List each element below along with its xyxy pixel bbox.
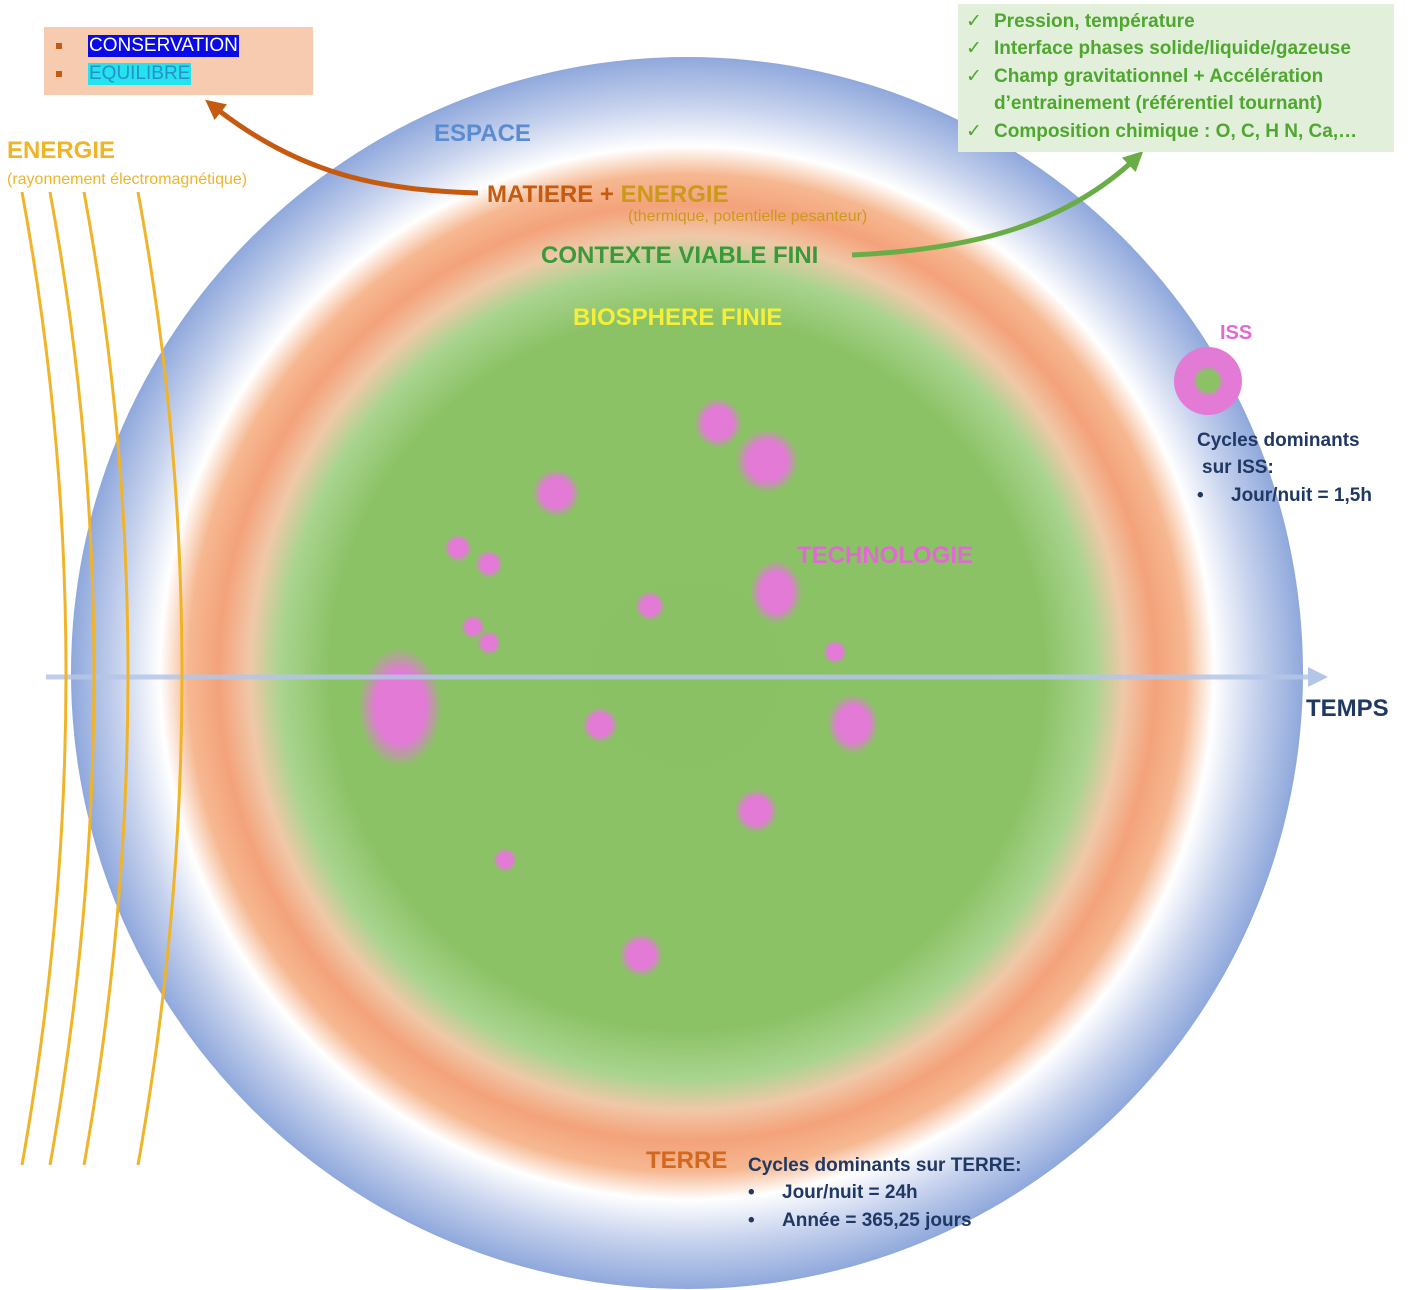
iss-label: ISS xyxy=(1220,322,1253,344)
earth-cycles-title: Cycles dominants sur TERRE: xyxy=(748,1155,1022,1176)
temps-label: TEMPS xyxy=(1306,695,1389,722)
earth-sphere xyxy=(71,57,1303,1289)
tech-blob xyxy=(694,398,742,448)
checkmark-icon: ✓ xyxy=(966,121,982,142)
matiere-energie-label: MATIERE + ENERGIE xyxy=(487,181,729,209)
contexte-label: CONTEXTE VIABLE FINI xyxy=(541,242,819,269)
checklist-item: ✓ Interface phases solide/liquide/gazeuse xyxy=(966,36,1351,62)
tech-blob xyxy=(619,933,663,977)
terre-label: TERRE xyxy=(646,1147,728,1174)
iss-symbol xyxy=(1174,347,1242,415)
tech-blob xyxy=(532,469,580,517)
energy-title: ENERGIE xyxy=(7,137,116,164)
checklist-item: ✓ Pression, température xyxy=(966,9,1195,35)
checkmark-icon: ✓ xyxy=(966,11,982,32)
energie-word: ENERGIE xyxy=(620,181,729,208)
matiere-to-conservation-arrow xyxy=(205,99,479,196)
bullet-square-icon xyxy=(56,43,62,49)
earth-cycle-item: • Année = 365,25 jours xyxy=(748,1210,972,1231)
tech-blob xyxy=(827,694,879,754)
tech-blob xyxy=(358,647,442,767)
conditions-checklist-box: ✓ Pression, température ✓ Interface phases… xyxy=(958,4,1394,152)
iss-cycles-title-line2: sur ISS: xyxy=(1202,457,1274,478)
iss-cycle-item: • Jour/nuit = 1,5h xyxy=(1197,485,1372,506)
tech-blob xyxy=(444,534,472,562)
tech-blob xyxy=(475,550,503,578)
checklist-item: ✓ Champ gravitationnel + Accélération xyxy=(966,64,1323,90)
conservation-label: CONSERVATION xyxy=(88,35,239,57)
tech-blob xyxy=(735,429,799,493)
earth-cycle-item: • Jour/nuit = 24h xyxy=(748,1182,918,1203)
espace-label: ESPACE xyxy=(434,120,531,147)
bullet-icon: • xyxy=(748,1210,755,1231)
tech-blob xyxy=(461,615,485,639)
checkmark-icon: ✓ xyxy=(966,66,982,87)
tech-blob xyxy=(477,631,501,655)
energy-radiation-waves xyxy=(20,191,184,1166)
technology-blobs xyxy=(358,398,879,977)
checkmark-icon: ✓ xyxy=(966,38,982,59)
tech-blob xyxy=(635,591,665,621)
bullet-icon: • xyxy=(1197,485,1204,506)
biosphere-label: BIOSPHERE FINIE xyxy=(573,304,783,331)
tech-blob xyxy=(493,848,517,872)
energie-note: (thermique, potentielle pesanteur) xyxy=(628,208,868,225)
conservation-box: CONSERVATION EQUILIBRE xyxy=(44,27,313,95)
tech-blob xyxy=(750,560,802,624)
checklist-item-continuation: d’entrainement (référentiel tournant) xyxy=(994,93,1323,114)
iss-cycles-title: Cycles dominants xyxy=(1197,430,1360,451)
plus-sign: + xyxy=(593,181,621,208)
technologie-label: TECHNOLOGIE xyxy=(797,542,974,569)
tech-blob xyxy=(734,789,778,833)
contexte-to-checklist-arrow xyxy=(851,151,1144,258)
energy-subtitle: (rayonnement électromagnétique) xyxy=(7,171,248,188)
checklist-item: ✓ Composition chimique : O, C, H N, Ca,… xyxy=(966,119,1357,145)
equilibre-label: EQUILIBRE xyxy=(88,63,192,85)
tech-blob xyxy=(823,640,847,664)
tech-blob xyxy=(582,707,618,743)
bullet-icon: • xyxy=(748,1182,755,1203)
matiere-word: MATIERE xyxy=(487,181,594,208)
bullet-square-icon xyxy=(56,71,62,77)
